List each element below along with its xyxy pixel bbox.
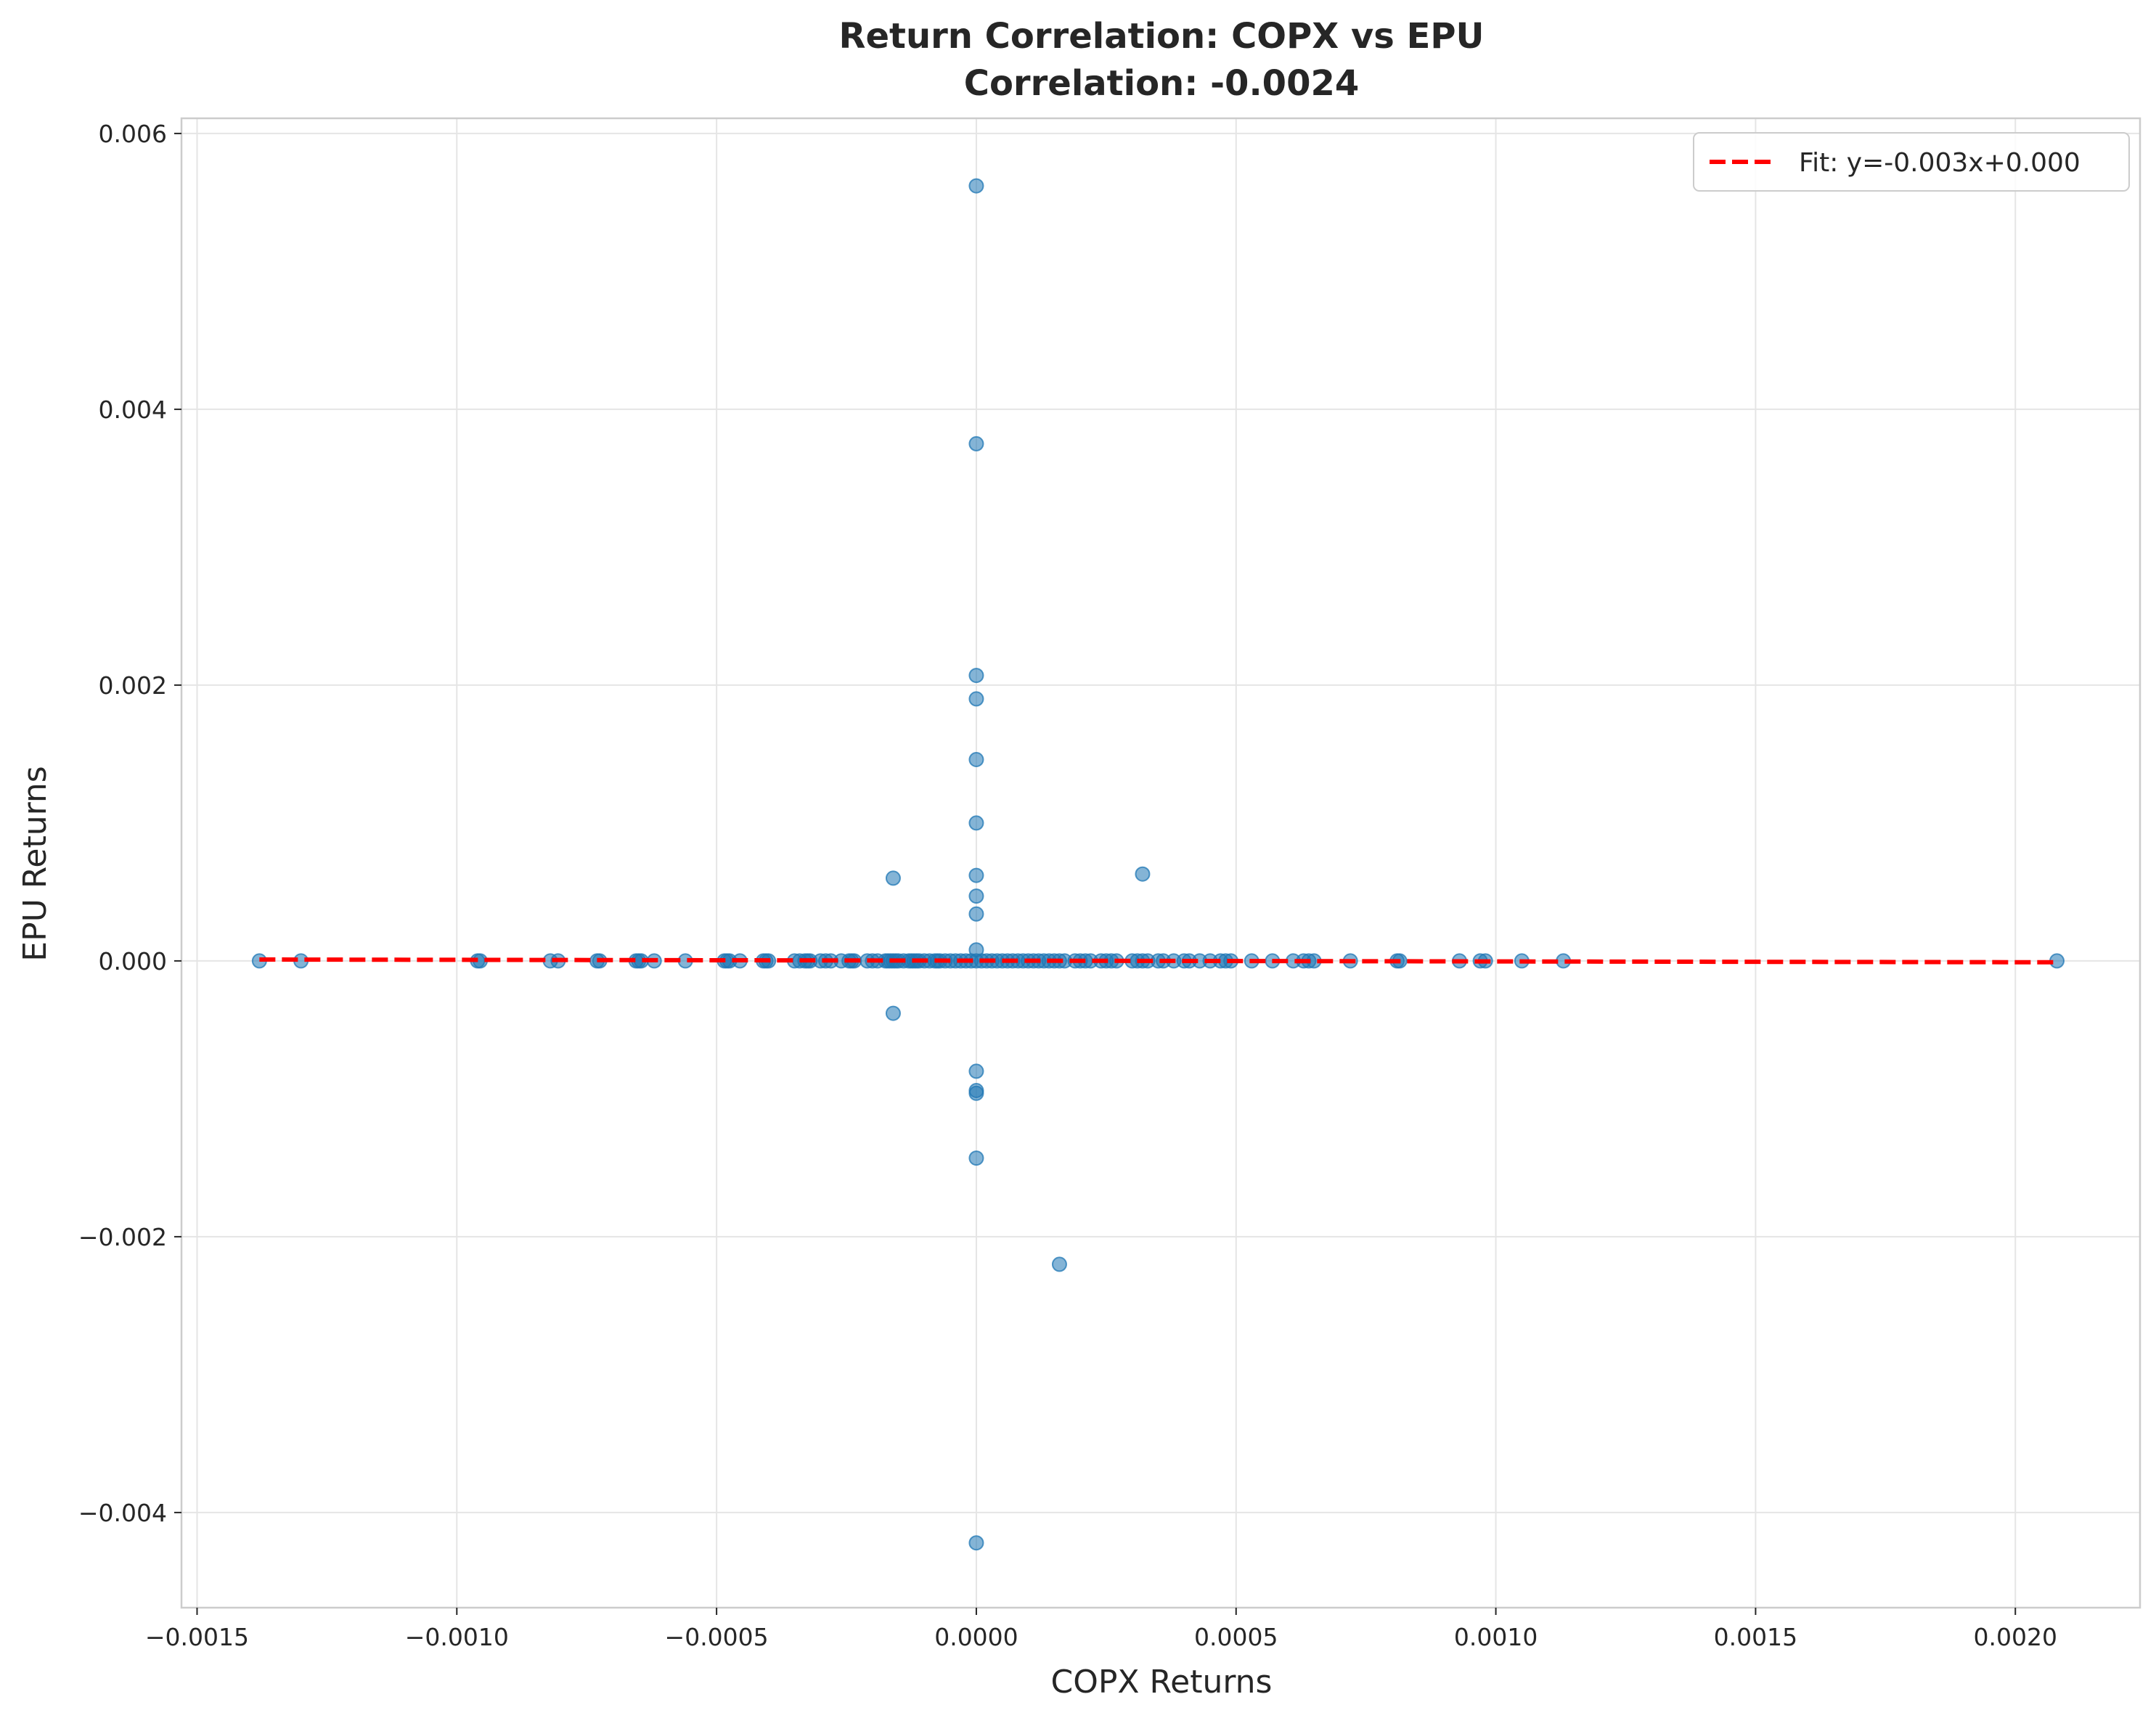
chart-title: Return Correlation: COPX vs EPU bbox=[838, 16, 1484, 57]
x-axis-label: COPX Returns bbox=[1051, 1664, 1273, 1701]
chart-subtitle: Correlation: -0.0024 bbox=[964, 63, 1360, 104]
y-tick-label: 0.000 bbox=[99, 947, 167, 975]
x-tick-label: −0.0015 bbox=[145, 1623, 249, 1651]
scatter-point bbox=[968, 668, 984, 684]
scatter-points bbox=[251, 178, 2065, 1551]
y-tick-label: 0.006 bbox=[99, 120, 167, 148]
x-tick-label: 0.0000 bbox=[934, 1623, 1018, 1651]
scatter-point bbox=[968, 752, 984, 767]
legend-box bbox=[1693, 132, 2130, 192]
x-tick-label: −0.0005 bbox=[665, 1623, 769, 1651]
legend-fit-label: Fit: y=-0.003x+0.000 bbox=[1799, 148, 2081, 178]
y-tick-label: 0.004 bbox=[99, 396, 167, 424]
x-tick-label: 0.0005 bbox=[1194, 1623, 1278, 1651]
scatter-point bbox=[885, 870, 901, 886]
x-tick-label: 0.0015 bbox=[1714, 1623, 1797, 1651]
scatter-point bbox=[968, 178, 984, 194]
scatter-point bbox=[968, 1085, 984, 1101]
scatter-point bbox=[1051, 1256, 1067, 1272]
scatter-point bbox=[885, 1005, 901, 1021]
axis-ticks: −0.0015 −0.0010 −0.0005 0.0000 0.0005 0.0010 0… bbox=[78, 120, 2057, 1651]
x-tick-label: 0.0010 bbox=[1454, 1623, 1538, 1651]
plot-frame bbox=[180, 117, 2141, 1609]
scatter-point bbox=[968, 1063, 984, 1079]
x-tick-label: −0.0010 bbox=[405, 1623, 509, 1651]
fit-line bbox=[259, 957, 2057, 965]
scatter-point bbox=[968, 691, 984, 707]
scatter-point bbox=[968, 435, 984, 451]
scatter-point bbox=[968, 942, 984, 958]
legend: Fit: y=-0.003x+0.000 bbox=[1693, 132, 2130, 192]
fit-line-layer bbox=[259, 957, 2057, 965]
scatter-point bbox=[968, 815, 984, 831]
scatter-point bbox=[968, 1150, 984, 1166]
y-tick-label: −0.004 bbox=[78, 1499, 167, 1527]
y-tick-label: −0.002 bbox=[78, 1223, 167, 1251]
scatter-point bbox=[968, 888, 984, 904]
scatter-point bbox=[1135, 866, 1151, 882]
y-axis-label: EPU Returns bbox=[17, 766, 54, 961]
x-tick-label: 0.0020 bbox=[1974, 1623, 2057, 1651]
scatter-point bbox=[968, 1535, 984, 1551]
y-tick-label: 0.002 bbox=[99, 671, 167, 700]
scatter-point bbox=[968, 867, 984, 883]
scatter-point bbox=[968, 906, 984, 922]
